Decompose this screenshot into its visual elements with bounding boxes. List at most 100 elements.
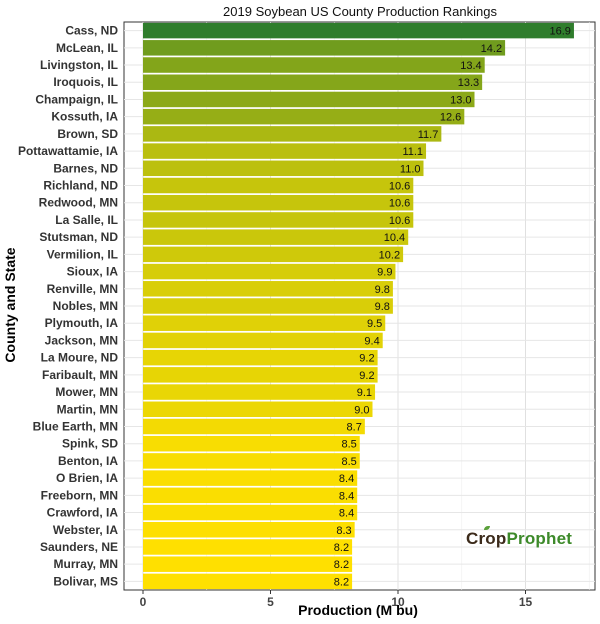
data-label: 8.2 bbox=[334, 542, 349, 554]
bar bbox=[143, 539, 353, 555]
data-label: 11.1 bbox=[402, 146, 423, 158]
bar bbox=[143, 160, 424, 177]
y-tick-labels: Cass, ND McLean, IL Livingston, IL Iroquois… bbox=[18, 24, 118, 589]
bar bbox=[143, 573, 353, 590]
data-label: 9.8 bbox=[375, 301, 390, 313]
y-tick-label: Plymouth, IA bbox=[45, 316, 119, 330]
data-label: 12.6 bbox=[440, 112, 461, 124]
x-tick-label: 10 bbox=[391, 595, 405, 609]
y-tick-label: Martin, MN bbox=[57, 402, 118, 416]
x-axis-title: Production (M bu) bbox=[298, 602, 418, 618]
y-tick-label: Brown, SD bbox=[57, 127, 118, 141]
bar bbox=[143, 143, 427, 159]
y-tick-label: Vermilion, IL bbox=[47, 247, 118, 261]
y-tick-label: Kossuth, IA bbox=[51, 110, 118, 124]
data-label: 14.2 bbox=[481, 43, 502, 55]
data-label: 8.4 bbox=[339, 490, 354, 502]
data-label: 10.6 bbox=[389, 198, 410, 210]
y-tick-label: Sioux, IA bbox=[67, 265, 119, 279]
y-tick-label: O Brien, IA bbox=[56, 471, 118, 485]
y-tick-label: Spink, SD bbox=[62, 437, 118, 451]
y-tick-label: Cass, ND bbox=[65, 24, 118, 38]
data-label: 11.0 bbox=[400, 163, 421, 175]
y-tick-label: Renville, MN bbox=[47, 282, 118, 296]
y-tick-label: Pottawattamie, IA bbox=[18, 144, 118, 158]
data-label: 8.5 bbox=[341, 439, 356, 451]
bar bbox=[143, 22, 574, 39]
data-label: 9.4 bbox=[364, 335, 379, 347]
y-tick-label: Redwood, MN bbox=[39, 196, 118, 210]
y-tick-label: Mower, MN bbox=[55, 385, 118, 399]
y-tick-label: Iroquois, IL bbox=[53, 75, 118, 89]
bar bbox=[143, 246, 404, 263]
bar bbox=[143, 504, 358, 521]
y-tick-label: Champaign, IL bbox=[35, 92, 118, 106]
x-tick-label: 15 bbox=[519, 595, 533, 609]
data-label: 9.2 bbox=[359, 353, 374, 365]
y-tick-label: Blue Earth, MN bbox=[33, 419, 118, 433]
data-label: 9.8 bbox=[375, 284, 390, 296]
y-tick-label: La Moure, ND bbox=[41, 351, 119, 365]
data-label: 9.5 bbox=[367, 318, 382, 330]
chart-title: 2019 Soybean US County Production Rankin… bbox=[223, 4, 497, 19]
data-label: 13.4 bbox=[460, 60, 481, 72]
y-tick-label: Nobles, MN bbox=[53, 299, 118, 313]
bar bbox=[143, 522, 355, 538]
bar bbox=[143, 281, 393, 297]
bar bbox=[143, 298, 393, 314]
data-label: 9.1 bbox=[357, 387, 372, 399]
y-tick-label: Crawford, IA bbox=[47, 506, 119, 520]
data-label: 16.9 bbox=[550, 26, 571, 38]
leaf-icon bbox=[484, 526, 490, 530]
bar bbox=[143, 401, 373, 418]
data-label: 9.2 bbox=[359, 370, 374, 382]
brand-logo: CropProphet bbox=[466, 529, 572, 549]
data-label: 10.6 bbox=[389, 181, 410, 193]
y-tick-label: Jackson, MN bbox=[45, 333, 118, 347]
data-label: 10.4 bbox=[384, 232, 405, 244]
brand-logo-part2: Prophet bbox=[506, 529, 573, 548]
bar bbox=[143, 229, 409, 245]
bar bbox=[143, 470, 358, 486]
bar bbox=[143, 108, 465, 125]
data-label: 9.0 bbox=[354, 404, 369, 416]
y-tick-label: Freeborn, MN bbox=[41, 488, 118, 502]
bar bbox=[143, 315, 386, 331]
y-tick-label: McLean, IL bbox=[56, 41, 118, 55]
data-label: 13.3 bbox=[458, 77, 479, 89]
bar bbox=[143, 453, 360, 469]
bar bbox=[143, 177, 414, 194]
data-label: 10.2 bbox=[379, 249, 400, 261]
data-label: 11.7 bbox=[418, 129, 439, 141]
bar bbox=[143, 212, 414, 228]
y-tick-label: Murray, MN bbox=[54, 557, 118, 571]
data-label: 8.2 bbox=[334, 559, 349, 571]
y-tick-label: Stutsman, ND bbox=[39, 230, 118, 244]
bar bbox=[143, 367, 378, 383]
bar bbox=[143, 418, 365, 435]
y-tick-label: Richland, ND bbox=[43, 179, 118, 193]
bar bbox=[143, 263, 396, 280]
value-labels: 16.9 14.213.4 13.3 13.0 12.611.7 11.1 11.0 10.6… bbox=[334, 26, 571, 589]
bar bbox=[143, 332, 383, 349]
x-tick-labels: 0 5 10 15 bbox=[140, 590, 533, 609]
data-label: 10.6 bbox=[389, 215, 410, 227]
x-tick-label: 0 bbox=[140, 595, 147, 609]
bar bbox=[143, 556, 353, 572]
data-label: 8.2 bbox=[334, 576, 349, 588]
bar bbox=[143, 126, 442, 142]
y-tick-label: Livingston, IL bbox=[40, 58, 118, 72]
bar bbox=[143, 40, 506, 56]
bar bbox=[143, 91, 475, 108]
bar bbox=[143, 384, 376, 400]
data-label: 8.7 bbox=[347, 421, 362, 433]
y-axis-title: County and State bbox=[2, 247, 18, 362]
y-tick-label: Faribault, MN bbox=[42, 368, 118, 382]
bar bbox=[143, 349, 378, 366]
data-label: 8.4 bbox=[339, 473, 354, 485]
x-tick-label: 5 bbox=[267, 595, 274, 609]
bar bbox=[143, 57, 485, 73]
bars bbox=[143, 22, 574, 590]
y-tick-label: Bolivar, MS bbox=[53, 574, 118, 588]
